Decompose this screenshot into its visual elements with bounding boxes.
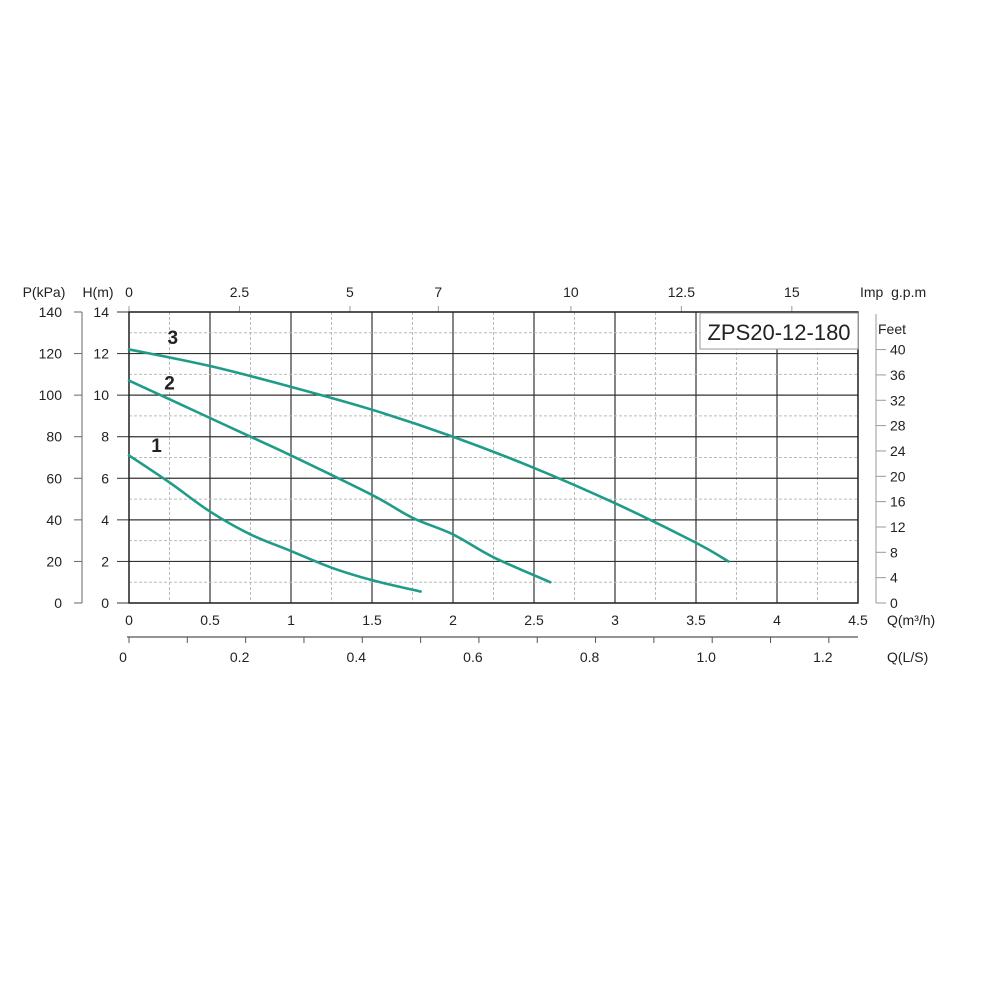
h-tick-label: 2 bbox=[101, 553, 109, 569]
p-tick-label: 20 bbox=[46, 553, 62, 569]
h-tick-label: 0 bbox=[101, 595, 109, 611]
x-tick-label: 1.5 bbox=[362, 612, 382, 628]
x-tick-label: 0.5 bbox=[200, 612, 220, 628]
feet-tick-label: 36 bbox=[890, 367, 906, 383]
gpm-tick-label: 5 bbox=[346, 284, 354, 300]
x-tick-label: 4.5 bbox=[848, 612, 868, 628]
h-tick-label: 10 bbox=[93, 387, 109, 403]
feet-tick-label: 20 bbox=[890, 468, 906, 484]
ls-tick-label: 1.0 bbox=[696, 649, 716, 665]
curves: 1 2 3 bbox=[127, 328, 730, 593]
h-tick-label: 12 bbox=[93, 346, 109, 362]
gpm-tick-label: 7 bbox=[434, 284, 442, 300]
ls-tick-label: 0.2 bbox=[230, 649, 250, 665]
feet-tick-label: 24 bbox=[890, 443, 906, 459]
h-tick-label: 14 bbox=[93, 304, 109, 320]
title-box: ZPS20-12-180 bbox=[699, 312, 859, 350]
gpm-tick-label: 10 bbox=[563, 284, 579, 300]
x-tick-label: 2 bbox=[449, 612, 457, 628]
curve-label-3: 3 bbox=[167, 328, 178, 349]
axes: 0 0.5 1 1.5 2 2.5 3 3.5 4 4.502468101214020406080… bbox=[39, 284, 906, 665]
p-tick-label: 40 bbox=[46, 512, 62, 528]
gpm-axis-label: Imp g.p.m bbox=[860, 284, 926, 300]
q-ls-axis-label: Q(L/S) bbox=[887, 649, 928, 665]
p-axis-label: P(kPa) bbox=[23, 284, 66, 300]
p-tick-label: 60 bbox=[46, 470, 62, 486]
pump-curve-3 bbox=[127, 348, 730, 563]
ls-tick-label: 0.6 bbox=[463, 649, 483, 665]
feet-tick-label: 32 bbox=[890, 392, 906, 408]
pump-curve-1 bbox=[127, 454, 422, 593]
p-tick-label: 0 bbox=[54, 595, 62, 611]
x-tick-label: 3.5 bbox=[686, 612, 706, 628]
x-tick-label: 3 bbox=[611, 612, 619, 628]
feet-tick-label: 16 bbox=[890, 494, 906, 510]
h-axis-label: H(m) bbox=[82, 284, 113, 300]
plot-frame bbox=[128, 311, 859, 604]
gpm-tick-label: 15 bbox=[784, 284, 800, 300]
ls-tick-label: 0.8 bbox=[580, 649, 600, 665]
q-m3h-axis-label: Q(m³/h) bbox=[887, 612, 935, 628]
feet-tick-label: 12 bbox=[890, 519, 906, 535]
h-tick-label: 8 bbox=[101, 429, 109, 445]
ls-tick-label: 1.2 bbox=[813, 649, 833, 665]
x-tick-label: 1 bbox=[287, 612, 295, 628]
ls-tick-label: 0.4 bbox=[347, 649, 367, 665]
feet-tick-label: 4 bbox=[890, 570, 898, 586]
feet-tick-label: 28 bbox=[890, 418, 906, 434]
p-tick-label: 140 bbox=[39, 304, 63, 320]
gpm-tick-label: 2.5 bbox=[230, 284, 250, 300]
p-tick-label: 120 bbox=[39, 346, 63, 362]
grid bbox=[128, 311, 859, 604]
feet-tick-label: 40 bbox=[890, 342, 906, 358]
gpm-tick-label: 12.5 bbox=[668, 284, 695, 300]
curve-label-1: 1 bbox=[151, 436, 162, 457]
chart-title: ZPS20-12-180 bbox=[707, 320, 850, 345]
x-tick-label: 4 bbox=[773, 612, 781, 628]
gpm-tick-label: 0 bbox=[125, 284, 133, 300]
ls-tick-label: 0 bbox=[119, 649, 127, 665]
x-tick-label: 2.5 bbox=[524, 612, 544, 628]
feet-tick-label: 8 bbox=[890, 544, 898, 560]
h-tick-label: 6 bbox=[101, 470, 109, 486]
curve-label-2: 2 bbox=[164, 374, 175, 395]
feet-tick-label: 0 bbox=[890, 595, 898, 611]
p-tick-label: 100 bbox=[39, 387, 63, 403]
h-tick-label: 4 bbox=[101, 512, 109, 528]
pump-curve-2 bbox=[127, 379, 552, 584]
feet-axis-label: Feet bbox=[878, 321, 906, 337]
p-tick-label: 80 bbox=[46, 429, 62, 445]
x-tick-label: 0 bbox=[125, 612, 133, 628]
